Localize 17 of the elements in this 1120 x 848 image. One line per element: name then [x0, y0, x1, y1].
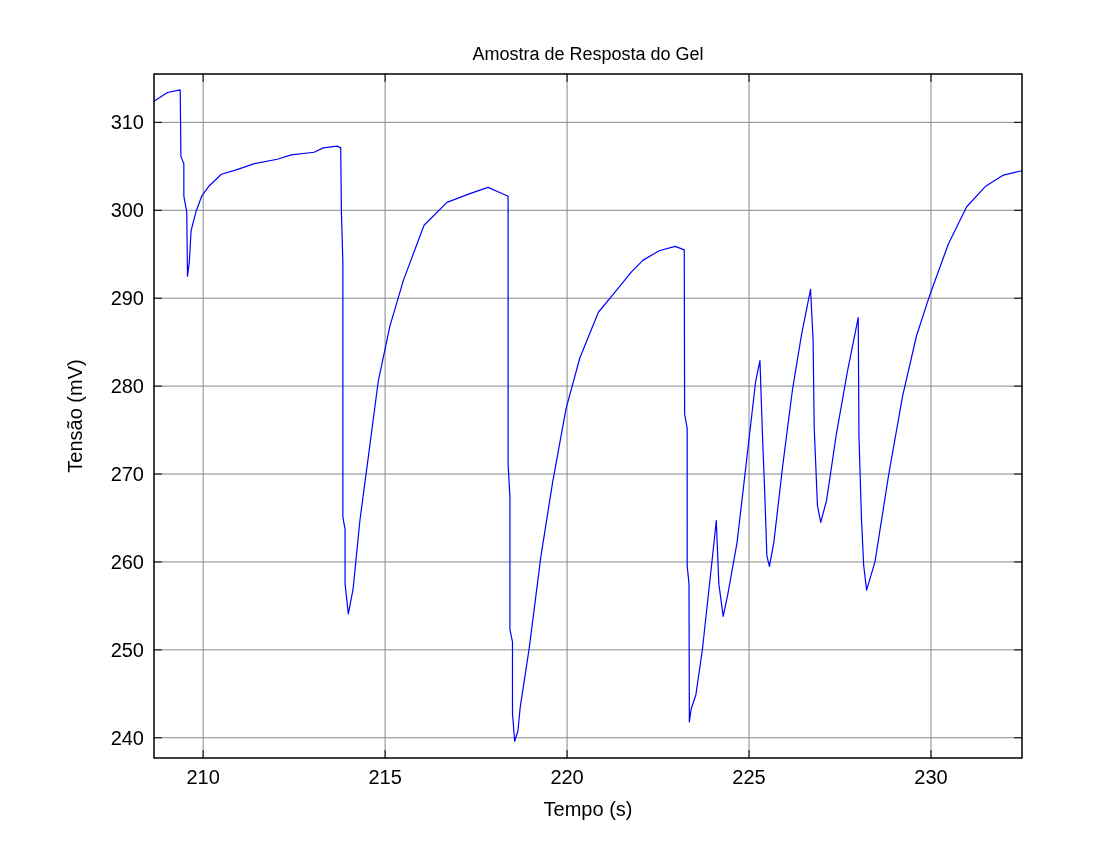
y-tick-label: 310: [110, 111, 144, 134]
x-tick-label: 215: [368, 766, 402, 788]
y-tick-label: 280: [110, 375, 144, 398]
y-tick-label: 260: [110, 550, 144, 573]
chart-title: Amostra de Resposta do Gel: [472, 44, 704, 64]
y-tick-label: 270: [110, 463, 144, 486]
y-axis-title: Tensão (mV): [64, 359, 86, 473]
y-tick-label: 240: [110, 726, 144, 749]
x-tick-label: 225: [732, 766, 766, 788]
y-tick-label: 300: [110, 199, 144, 222]
y-tick-label: 290: [110, 287, 144, 310]
x-axis-title: Tempo (s): [543, 798, 633, 820]
x-tick-label: 220: [550, 766, 584, 788]
x-tick-label: 230: [914, 766, 948, 788]
line-series: [154, 89, 1022, 742]
y-tick-label: 250: [110, 638, 144, 661]
x-tick-label: 210: [186, 766, 220, 788]
